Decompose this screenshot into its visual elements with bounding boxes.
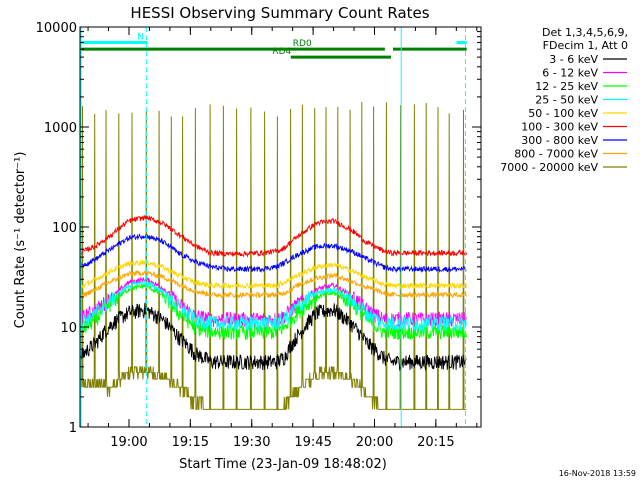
x-tick-label: 19:00	[110, 435, 147, 450]
legend-header: Det 1,3,4,5,6,9,	[542, 26, 628, 39]
y-tick-label: 10	[60, 321, 77, 336]
series-12-25-kev	[79, 283, 467, 340]
series-line	[80, 101, 467, 410]
legend-label: 800 - 7000 keV	[514, 148, 598, 161]
y-tick-label: 100	[52, 221, 77, 236]
series-line	[79, 270, 467, 299]
series-line	[79, 280, 467, 332]
legend-entry: 7000 - 20000 keV	[500, 161, 627, 174]
x-tick-label: 19:30	[233, 435, 270, 450]
legend-label: 25 - 50 keV	[535, 94, 598, 107]
legend-label: 3 - 6 keV	[549, 53, 598, 66]
x-tick-label: 19:45	[294, 435, 331, 450]
legend-entry: 100 - 300 keV	[521, 121, 627, 134]
y-tick-label: 10000	[36, 21, 77, 36]
chart-title: HESSI Observing Summary Count Rates	[130, 4, 429, 22]
legend-label: 100 - 300 keV	[521, 121, 598, 134]
legend-label: 50 - 100 keV	[528, 107, 598, 120]
flag-rd0: RD0	[80, 39, 467, 51]
legend-entry: 6 - 12 keV	[542, 67, 627, 80]
series-50-100-kev	[79, 259, 467, 290]
series-7000-20000-kev	[80, 101, 467, 410]
flag-label: RD0	[293, 39, 312, 49]
flag-rd4: RD4	[272, 47, 391, 59]
x-axis-label: Start Time (23-Jan-09 18:48:02)	[179, 457, 387, 472]
series-line	[79, 283, 467, 340]
date-stamp: 16-Nov-2018 13:59	[559, 469, 636, 478]
series-800-7000-kev	[79, 270, 467, 299]
legend-label: 300 - 800 keV	[521, 134, 598, 147]
y-axis-label: Count Rate (s⁻¹ detector⁻¹)	[13, 152, 28, 329]
flag-label: RD4	[272, 47, 291, 57]
x-tick-label: 20:15	[417, 435, 454, 450]
series-line	[79, 233, 467, 274]
y-tick-label: 1	[69, 421, 77, 436]
flag-n: N	[80, 32, 467, 44]
legend-label: 7000 - 20000 keV	[500, 161, 598, 174]
series-line	[79, 302, 467, 371]
legend-entry: 3 - 6 keV	[549, 53, 627, 66]
legend-label: 6 - 12 keV	[542, 67, 598, 80]
y-axis: 1 10 100 1000 10000	[36, 21, 481, 436]
flag-label: N	[137, 32, 144, 42]
legend-entry: 50 - 100 keV	[528, 107, 627, 120]
legend-entry: 25 - 50 keV	[535, 94, 627, 107]
series-line	[79, 259, 467, 290]
x-tick-label: 20:00	[356, 435, 393, 450]
x-axis: 19:00 19:15 19:30 19:45 20:00 20:15	[87, 27, 478, 450]
legend-label: 12 - 25 keV	[535, 80, 598, 93]
y-tick-label: 1000	[44, 121, 77, 136]
legend-header: FDecim 1, Att 0	[543, 39, 628, 52]
series-100-300-kev	[79, 214, 467, 258]
x-tick-label: 19:15	[172, 435, 209, 450]
legend-entry: 300 - 800 keV	[521, 134, 627, 147]
series-300-800-kev	[79, 233, 467, 274]
legend-entry: 12 - 25 keV	[535, 80, 627, 93]
series-25-50-kev	[79, 280, 467, 332]
series-3-6-kev	[79, 302, 467, 371]
legend-entry: 800 - 7000 keV	[514, 148, 627, 161]
legend: Det 1,3,4,5,6,9,FDecim 1, Att 03 - 6 keV…	[500, 26, 628, 174]
series-line	[79, 214, 467, 258]
